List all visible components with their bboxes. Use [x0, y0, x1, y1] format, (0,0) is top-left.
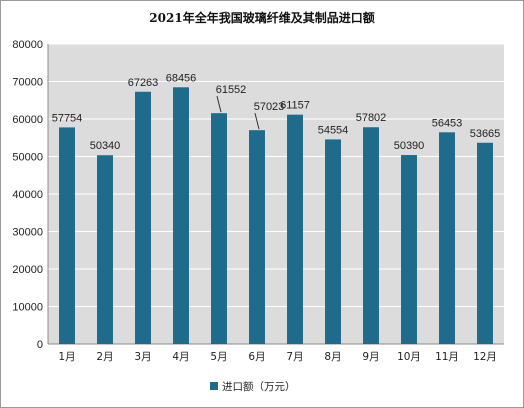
bar: [287, 114, 303, 344]
data-label: 50390: [394, 140, 425, 152]
legend: 进口额（万元）: [210, 380, 296, 393]
bar: [363, 127, 379, 345]
bar: [59, 127, 75, 344]
bar: [173, 87, 189, 344]
y-tick-label: 70000: [12, 77, 43, 89]
y-tick-label: 0: [37, 339, 43, 351]
x-tick-label: 2月: [96, 351, 113, 363]
x-tick-label: 12月: [473, 351, 497, 363]
data-label: 61157: [280, 100, 310, 112]
y-tick-label: 60000: [12, 114, 43, 126]
legend-label: 进口额（万元）: [222, 380, 296, 393]
data-label: 68456: [166, 72, 197, 84]
bar: [135, 91, 151, 344]
bar: [439, 132, 455, 344]
legend-swatch: [210, 382, 218, 390]
bar: [249, 130, 265, 344]
data-label: 57754: [52, 112, 83, 124]
y-tick-label: 80000: [12, 39, 43, 51]
x-tick-label: 1月: [58, 351, 75, 363]
plot-area: 0 10000 20000 30000 40000 50000 60000 70000 8000…: [12, 39, 504, 363]
data-label: 57802: [356, 112, 387, 124]
x-tick-label: 4月: [172, 351, 189, 363]
data-label: 50340: [90, 140, 121, 152]
data-label-leader: [254, 113, 260, 130]
data-label: 57023: [254, 101, 285, 113]
x-tick-label: 11月: [435, 351, 459, 363]
data-label: 67263: [128, 77, 159, 89]
x-tick-label: 8月: [324, 351, 341, 363]
y-tick-label: 10000: [12, 302, 43, 314]
x-tick-label: 10月: [397, 351, 421, 363]
data-label: 61552: [216, 84, 247, 96]
y-tick-label: 20000: [12, 264, 43, 276]
chart-title: 2021年全年我国玻璃纤维及其制品进口额: [149, 10, 374, 25]
x-tick-label: 9月: [362, 351, 379, 363]
bar: [325, 139, 341, 344]
x-tick-label: 6月: [248, 351, 265, 363]
y-tick-label: 30000: [12, 227, 43, 239]
y-tick-label: 40000: [12, 189, 43, 201]
x-tick-label: 3月: [134, 351, 151, 363]
data-label-leader: [216, 96, 222, 113]
y-tick-label: 50000: [12, 152, 43, 164]
data-label: 53665: [470, 128, 501, 140]
bar: [401, 155, 417, 344]
bar: [211, 113, 227, 345]
data-label: 54554: [318, 124, 349, 136]
data-label: 56453: [432, 117, 463, 129]
bar: [97, 155, 113, 344]
x-tick-label: 5月: [210, 351, 227, 363]
bar: [477, 142, 493, 344]
x-tick-label: 7月: [286, 351, 303, 363]
